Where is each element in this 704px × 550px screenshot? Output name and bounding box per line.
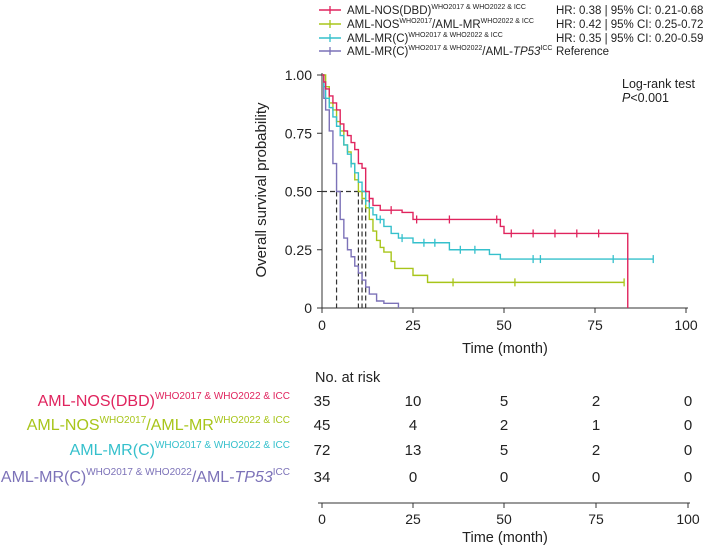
risk-label-sup: WHO2017 & WHO2022 & ICC (155, 440, 290, 451)
risk-label-name: AML-NOS(DBD) (38, 393, 155, 410)
legend-name: AML-MR(C) (347, 46, 408, 58)
risk-label-sup: WHO2017 & WHO2022 & ICC (155, 391, 290, 402)
risk-cell: 72 (314, 442, 331, 459)
risk-cell: 2 (592, 393, 600, 410)
legend-name-mid: /AML- (482, 46, 513, 58)
risk-label-mid-sup: WHO2022 & ICC (214, 415, 290, 426)
legend-name: AML-NOS (347, 19, 400, 31)
median-lines (322, 190, 367, 308)
x-tick-label: 0 (318, 317, 326, 333)
risk-x-tick-label: 100 (676, 511, 700, 527)
legend-stat-1: HR: 0.38 | 95% CI: 0.21-0.68 (556, 5, 703, 17)
risk-row-labels: AML-NOS(DBD)WHO2017 & WHO2022 & ICCAML-N… (1, 391, 290, 486)
risk-label-name: AML-MR(C) (1, 469, 86, 486)
survival-curve-3 (322, 74, 654, 260)
survival-curve-2 (322, 74, 625, 284)
risk-cell: 2 (500, 417, 508, 434)
risk-row-label-4: AML-MR(C)WHO2017 & WHO2022/AML-TP53ICC (1, 467, 290, 486)
risk-cell: 0 (409, 469, 417, 486)
logrank-title: Log-rank test (622, 77, 695, 91)
p-label: P (622, 91, 631, 105)
risk-label-mid: /AML- (192, 469, 235, 486)
survival-curves (322, 74, 654, 308)
risk-cell: 0 (592, 469, 600, 486)
legend-mid-sup: WHO2022 & ICC (481, 18, 534, 25)
risk-cell: 0 (684, 442, 692, 459)
y-tick-label: 1.00 (285, 67, 312, 83)
risk-cell: 0 (684, 393, 692, 410)
legend-end-sup: ICC (540, 45, 552, 52)
risk-row-label-3: AML-MR(C)WHO2017 & WHO2022 & ICC (70, 440, 290, 459)
risk-cell: 45 (314, 417, 331, 434)
logrank-p: P<0.001 (622, 91, 669, 105)
legend-name: AML-NOS(DBD) (347, 5, 432, 17)
risk-x-ticks: 0 25 50 75 100 (318, 503, 700, 527)
risk-table-title: No. at risk (315, 370, 381, 386)
legend-label-3: AML-MR(C)WHO2017 & WHO2022 & ICC (347, 32, 503, 45)
risk-cell: 0 (684, 469, 692, 486)
risk-label-name: AML-MR(C) (70, 442, 155, 459)
risk-cell: 10 (405, 393, 422, 410)
legend-name: AML-MR(C) (347, 33, 408, 45)
x-tick-label: 25 (405, 317, 421, 333)
risk-cell: 0 (500, 469, 508, 486)
x-ticks: 0 25 50 75 100 (318, 308, 698, 333)
legend-sup: WHO2017 & WHO2022 (408, 45, 482, 52)
legend: AML-NOS(DBD)WHO2017 & WHO2022 & ICC HR: 0… (319, 4, 703, 58)
legend-stat-2: HR: 0.42 | 95% CI: 0.25-0.72 (556, 19, 703, 31)
risk-label-sup: WHO2017 (100, 415, 147, 426)
risk-cell: 4 (409, 417, 417, 434)
risk-x-axis-label: Time (month) (462, 530, 548, 546)
risk-label-end-sup: ICC (273, 467, 290, 478)
risk-label-mid: /AML-MR (146, 417, 214, 434)
survival-curve-1 (322, 74, 629, 308)
risk-cell: 5 (500, 393, 508, 410)
y-axis-label: Overall survival probability (253, 102, 270, 278)
legend-sup: WHO2017 (399, 18, 432, 25)
risk-label-name: AML-NOS (27, 417, 100, 434)
y-tick-label: 0.25 (285, 242, 312, 258)
risk-x-tick-label: 0 (318, 511, 326, 527)
x-tick-label: 50 (496, 317, 512, 333)
legend-stat-3: HR: 0.35 | 95% CI: 0.20-0.59 (556, 33, 703, 45)
risk-row-label-1: AML-NOS(DBD)WHO2017 & WHO2022 & ICC (38, 391, 290, 410)
survival-curve-4 (322, 74, 400, 308)
legend-sup: WHO2017 & WHO2022 & ICC (408, 32, 503, 39)
risk-label-sup: WHO2017 & WHO2022 (86, 467, 192, 478)
x-axis-label: Time (month) (462, 341, 548, 357)
risk-cell: 2 (592, 442, 600, 459)
legend-stat-4: Reference (556, 46, 609, 58)
risk-cells: 35 10 5 2 045 4 2 1 072 13 5 2 034 0 0 0 0 (314, 393, 693, 486)
risk-cell: 1 (592, 417, 600, 434)
risk-cell: 5 (500, 442, 508, 459)
risk-cell: 13 (405, 442, 422, 459)
legend-italic: TP53 (513, 46, 541, 58)
risk-row-label-2: AML-NOSWHO2017/AML-MRWHO2022 & ICC (27, 415, 290, 434)
y-tick-label: 0.50 (285, 184, 312, 200)
risk-cell: 34 (314, 469, 331, 486)
risk-table: No. at risk AML-NOS(DBD)WHO2017 & WHO202… (1, 370, 700, 546)
legend-label-4: AML-MR(C)WHO2017 & WHO2022/AML-TP53ICC (347, 45, 552, 58)
p-value: <0.001 (630, 91, 669, 105)
risk-cell: 0 (684, 417, 692, 434)
plot-area: 0 0.25 0.50 0.75 1.00 0 25 50 75 100 Overall sur… (253, 67, 698, 357)
risk-x-tick-label: 25 (405, 511, 421, 527)
y-tick-label: 0 (304, 300, 312, 316)
risk-x-tick-label: 75 (588, 511, 604, 527)
risk-cell: 35 (314, 393, 331, 410)
legend-label-1: AML-NOS(DBD)WHO2017 & WHO2022 & ICC (347, 4, 526, 17)
risk-label-italic: TP53 (235, 469, 273, 486)
legend-sup: WHO2017 & WHO2022 & ICC (431, 4, 526, 11)
y-ticks: 0 0.25 0.50 0.75 1.00 (285, 67, 322, 316)
x-tick-label: 75 (587, 317, 603, 333)
legend-name-mid: /AML-MR (432, 19, 481, 31)
y-tick-label: 0.75 (285, 125, 312, 141)
x-tick-label: 100 (674, 317, 698, 333)
legend-label-2: AML-NOSWHO2017/AML-MRWHO2022 & ICC (347, 18, 534, 31)
risk-x-tick-label: 50 (496, 511, 512, 527)
